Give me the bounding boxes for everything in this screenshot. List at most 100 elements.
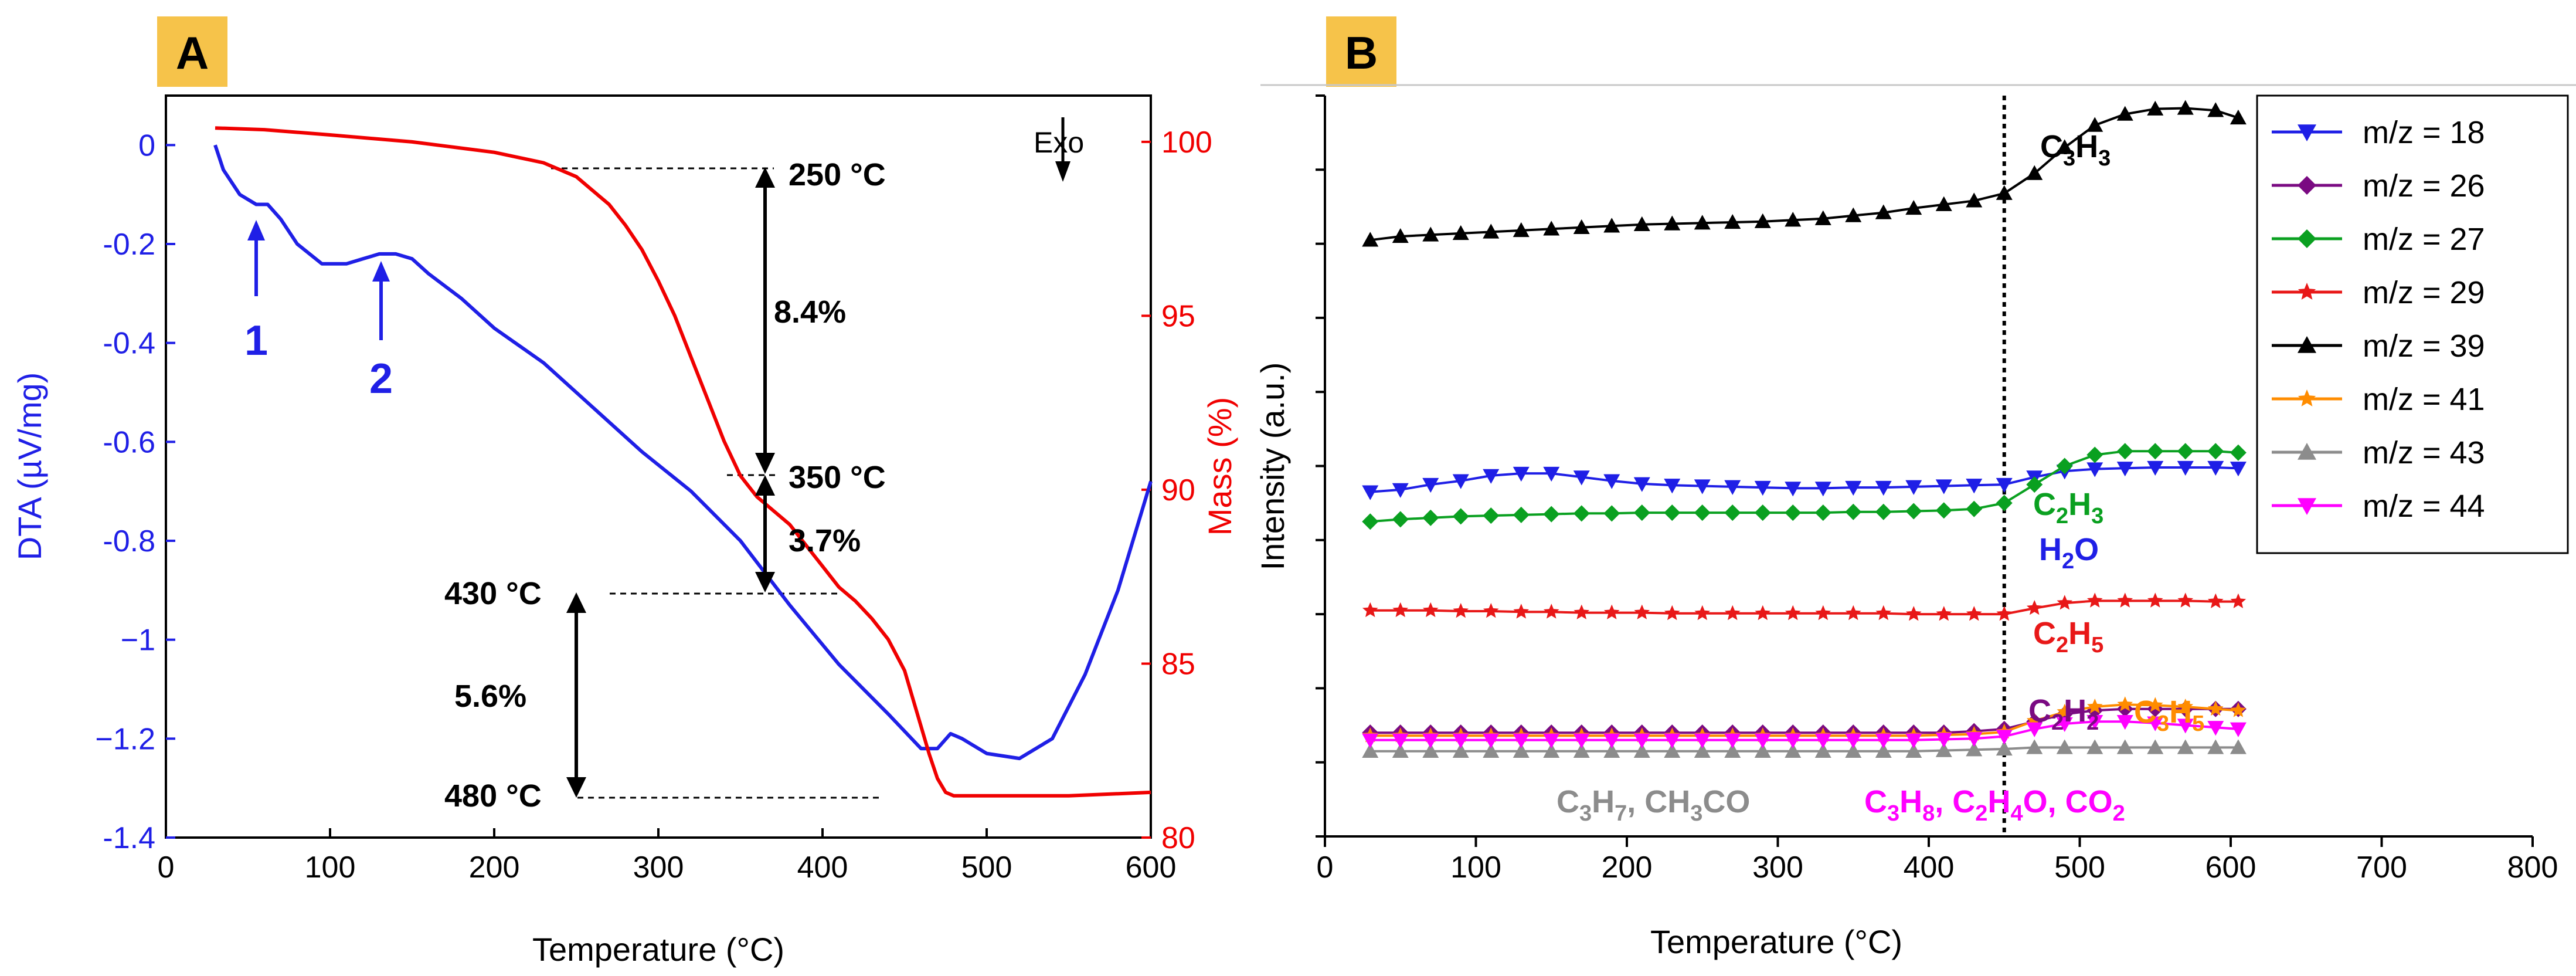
- data-point: [1814, 504, 1831, 521]
- label-c2h5: C2H5: [2033, 616, 2103, 658]
- data-point: [2057, 703, 2073, 719]
- data-point: [2207, 721, 2224, 736]
- data-point: [1362, 513, 1379, 530]
- peak1-arrow: [247, 220, 265, 296]
- data-point: [2207, 443, 2224, 460]
- temp-250-label: 250 °C: [789, 157, 886, 192]
- data-point: [1845, 503, 1862, 520]
- data-point: [2177, 443, 2194, 460]
- data-point: [2147, 739, 2164, 754]
- b-x-tick-label: 600: [2205, 850, 2256, 884]
- series-27: [1362, 443, 2247, 530]
- data-point: [2230, 109, 2247, 125]
- series-line: [1370, 746, 2238, 753]
- data-point: [1966, 606, 1982, 621]
- data-point: [1633, 733, 1650, 748]
- b-x-tick-label: 0: [1317, 850, 1334, 884]
- data-point: [2116, 462, 2133, 477]
- data-point: [1603, 505, 1620, 522]
- a-y-left-tick-label: -0.6: [103, 425, 155, 459]
- legend-box: [2256, 94, 2569, 554]
- series-44: [1362, 715, 2247, 748]
- data-point: [1814, 210, 1831, 225]
- temp-430-label: 430 °C: [444, 576, 542, 611]
- data-point: [1574, 604, 1590, 619]
- data-point: [1543, 604, 1559, 619]
- legend-marker: [2298, 443, 2316, 460]
- data-point: [1543, 221, 1560, 236]
- a-y-left-tick-label: −1.2: [95, 722, 155, 756]
- chart-b-y-ticks: [1316, 94, 1325, 838]
- data-point: [2207, 593, 2224, 608]
- a-x-tick-label: 300: [633, 850, 684, 884]
- data-point: [1966, 192, 1983, 208]
- data-point: [1422, 477, 1439, 493]
- legend-label: m/z = 18: [2363, 115, 2485, 150]
- a-y-right-tick-label: 85: [1161, 647, 1195, 681]
- data-point: [1815, 605, 1831, 621]
- panel-a-badge: [157, 16, 227, 87]
- data-point: [1513, 222, 1530, 238]
- data-point: [2207, 700, 2224, 716]
- data-point: [1905, 743, 1922, 758]
- chart-a: 0 100 200 300 400 500 600 0 -0.2 -0.4 -0.6 -0.8 −1 −…: [11, 94, 1238, 968]
- data-point: [1392, 602, 1409, 618]
- data-point: [1483, 223, 1500, 239]
- legend-marker: [2298, 389, 2316, 406]
- chart-b-legend: m/z = 18 m/z = 26 m/z = 27 m/z = 29 m/z = 39…: [2256, 94, 2569, 554]
- loss-5-6-label: 5.6%: [454, 679, 526, 714]
- data-point: [1513, 733, 1530, 748]
- data-point: [1633, 477, 1650, 492]
- series-line: [1370, 466, 2238, 493]
- data-point: [1513, 506, 1530, 523]
- data-point: [2230, 593, 2247, 608]
- data-point: [1935, 196, 1952, 211]
- data-point: [1573, 743, 1590, 758]
- a-x-tick-label: 100: [305, 850, 356, 884]
- data-point: [1483, 603, 1499, 618]
- data-point: [1633, 216, 1650, 231]
- peak2-arrow: [372, 261, 390, 340]
- data-point: [2116, 106, 2133, 121]
- data-point: [1513, 466, 1530, 482]
- data-point: [2086, 462, 2103, 477]
- chart-b-x-label: Temperature (°C): [1650, 923, 1902, 960]
- legend-label: m/z = 26: [2363, 168, 2485, 204]
- loss-3-7-label: 3.7%: [789, 523, 861, 558]
- legend-label: m/z = 27: [2363, 222, 2485, 257]
- chart-a-y-left-label: DTA (µV/mg): [11, 372, 48, 561]
- data-point: [2230, 444, 2247, 461]
- peak1-label: 1: [244, 317, 268, 364]
- label-c3h3: C3H3: [2040, 129, 2111, 171]
- a-y-right-tick-label: 80: [1161, 821, 1195, 855]
- data-point: [1875, 743, 1892, 758]
- data-point: [2116, 739, 2133, 754]
- data-point: [1362, 232, 1379, 247]
- data-point: [2147, 697, 2163, 712]
- b-x-tick-label: 500: [2054, 850, 2105, 884]
- b-x-tick-label: 700: [2356, 850, 2407, 884]
- data-point: [1935, 733, 1952, 748]
- data-point: [1814, 482, 1831, 497]
- chart-b-series: [1362, 100, 2247, 758]
- data-point: [1875, 733, 1892, 748]
- data-point: [2056, 458, 2073, 475]
- legend-marker: [2298, 283, 2316, 300]
- data-point: [2117, 592, 2133, 608]
- panel-b-badge: [1326, 16, 1396, 87]
- data-point: [1422, 509, 1439, 526]
- data-point: [1755, 605, 1771, 621]
- data-point: [1392, 733, 1409, 748]
- data-point: [1573, 470, 1590, 486]
- data-point: [1392, 228, 1409, 243]
- mass-curve: [215, 126, 1151, 798]
- temp-350-label: 350 °C: [789, 460, 886, 495]
- legend-label: m/z = 44: [2363, 489, 2485, 524]
- a-y-left-tick-label: 0: [138, 128, 155, 162]
- data-point: [2177, 100, 2194, 115]
- data-point: [2026, 722, 2043, 737]
- chart-a-y-right-label: Mass (%): [1201, 397, 1238, 536]
- data-point: [2026, 739, 2043, 754]
- data-point: [1935, 742, 1952, 757]
- data-point: [1694, 733, 1711, 748]
